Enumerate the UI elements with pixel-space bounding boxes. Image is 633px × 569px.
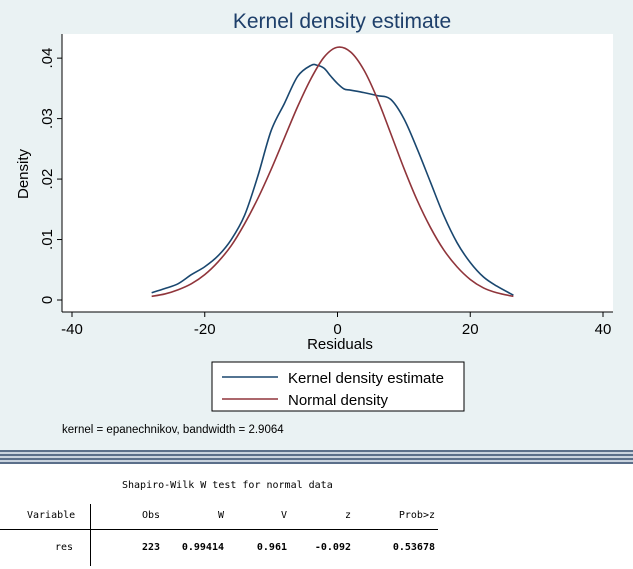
header-v: V (280, 510, 287, 521)
chart-title: Kernel density estimate (233, 10, 451, 33)
row-variable: res (54, 542, 73, 553)
x-tick-label: -20 (194, 321, 216, 338)
axes: -40 -20 0 20 40 0 .01 .02 .03 .04 (39, 34, 613, 338)
y-tick-label: .03 (39, 108, 56, 129)
row-obs: 223 (141, 542, 160, 553)
x-tick-label: 20 (462, 321, 479, 338)
row-prob: 0.53678 (392, 542, 435, 553)
legend-label-normal: Normal density (288, 392, 389, 409)
normal-density-line (151, 46, 514, 298)
graph-window: Kernel density estimate Residuals Densit… (0, 0, 633, 450)
y-tick-label: .02 (39, 169, 56, 190)
x-tick-label: 40 (595, 321, 612, 338)
y-tick-label: .01 (39, 229, 56, 250)
legend-label-kernel: Kernel density estimate (288, 370, 444, 387)
window-divider[interactable] (0, 450, 633, 464)
table-rule-left (0, 529, 90, 530)
table-column-divider (90, 504, 91, 566)
header-variable: Variable (27, 510, 76, 521)
kernel-density-line (151, 63, 514, 296)
kernel-density-chart: Kernel density estimate Residuals Densit… (15, 10, 613, 436)
legend: Kernel density estimate Normal density (211, 361, 465, 412)
y-tick-label: .04 (39, 48, 56, 69)
legend-box (211, 361, 465, 412)
y-axis-label: Density (15, 148, 32, 199)
results-output: Shapiro-Wilk W test for normal data Vari… (0, 464, 633, 569)
results-title: Shapiro-Wilk W test for normal data (122, 480, 333, 491)
header-prob: Prob>z (398, 510, 435, 521)
x-tick-label: -40 (61, 321, 83, 338)
header-z: z (344, 510, 351, 521)
kernel-note: kernel = epanechnikov, bandwidth = 2.906… (62, 424, 284, 436)
x-tick-label: 0 (333, 321, 341, 338)
y-tick-label: 0 (39, 296, 56, 304)
row-z: -0.092 (314, 542, 351, 553)
series-layer (151, 46, 514, 298)
plot-region (62, 34, 613, 312)
x-axis-label: Residuals (307, 336, 373, 353)
row-w: 0.99414 (181, 542, 224, 553)
header-w: W (217, 510, 224, 521)
table-rule-right (90, 529, 438, 530)
row-v: 0.961 (256, 542, 287, 553)
header-obs: Obs (141, 510, 160, 521)
